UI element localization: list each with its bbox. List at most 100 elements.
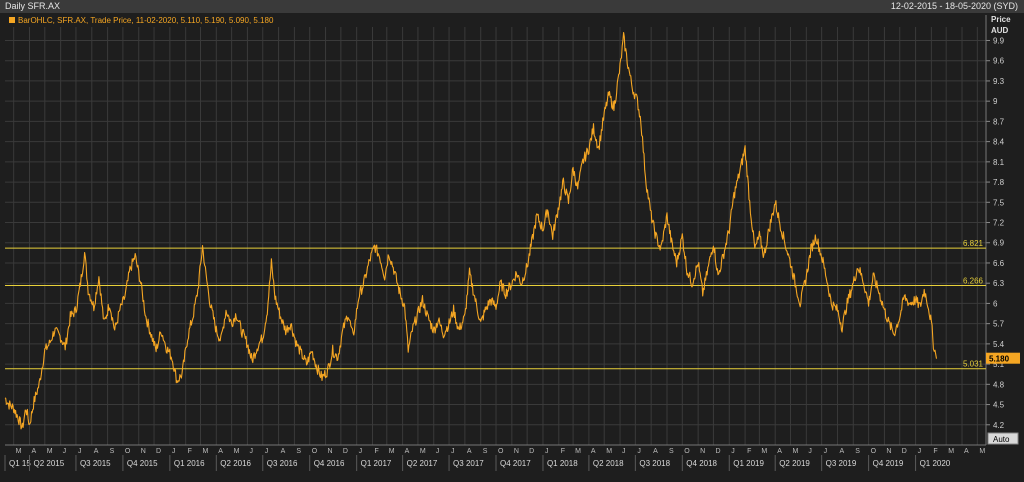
month-tick-label: J: [545, 448, 549, 455]
quarter-label: Q1 2019: [733, 459, 764, 468]
quarter-label: Q4 2017: [500, 459, 531, 468]
auto-scale-button[interactable]: [987, 432, 1019, 445]
series-swatch: [9, 17, 15, 23]
month-tick-label: M: [761, 448, 767, 455]
last-price-label: 5.180: [989, 355, 1010, 364]
month-tick-label: M: [202, 448, 208, 455]
quarter-label: Q1 2016: [174, 459, 205, 468]
month-tick-label: J: [359, 448, 363, 455]
y-tick-label: 8.1: [993, 158, 1005, 167]
y-tick-label: 4.5: [993, 401, 1005, 410]
quarter-label: Q2 2018: [593, 459, 624, 468]
y-tick-label: 9.3: [993, 77, 1005, 86]
quarter-label: Q1 15: [9, 459, 31, 468]
month-tick-label: A: [777, 448, 782, 455]
quarter-label: Q1 2018: [547, 459, 578, 468]
month-tick-label: J: [622, 448, 626, 455]
month-tick-label: A: [467, 448, 472, 455]
quarter-label: Q2 2019: [779, 459, 810, 468]
month-tick-label: S: [855, 448, 860, 455]
month-tick-label: A: [964, 448, 969, 455]
quarter-label: Q3 2019: [826, 459, 857, 468]
month-tick-label: J: [265, 448, 269, 455]
month-tick-label: O: [871, 448, 877, 455]
month-tick-label: M: [948, 448, 954, 455]
y-tick-label: 9.9: [993, 36, 1005, 45]
month-tick-label: J: [731, 448, 735, 455]
quarter-label: Q4 2016: [314, 459, 345, 468]
y-tick-label: 7.5: [993, 198, 1005, 207]
month-tick-label: J: [451, 448, 455, 455]
month-tick-label: N: [141, 448, 146, 455]
quarter-label: Q3 2017: [453, 459, 484, 468]
date-range: 12-02-2015 - 18-05-2020 (SYD): [890, 1, 1018, 11]
month-tick-label: F: [374, 448, 378, 455]
month-tick-label: D: [343, 448, 348, 455]
quarter-label: Q1 2020: [920, 459, 951, 468]
month-tick-label: M: [389, 448, 395, 455]
quarter-label: Q1 2017: [361, 459, 392, 468]
quarter-label: Q3 2016: [267, 459, 298, 468]
plot-area: [5, 27, 986, 445]
month-tick-label: F: [933, 448, 937, 455]
month-tick-label: A: [405, 448, 410, 455]
month-tick-label: M: [47, 448, 53, 455]
month-tick-label: M: [979, 448, 985, 455]
month-tick-label: F: [188, 448, 192, 455]
month-tick-label: J: [436, 448, 440, 455]
quarter-label: Q3 2015: [80, 459, 111, 468]
y-tick-label: 9: [993, 97, 998, 106]
y-tick-label: 8.7: [993, 117, 1005, 126]
month-tick-label: J: [249, 448, 253, 455]
month-tick-label: J: [172, 448, 176, 455]
month-tick-label: O: [125, 448, 131, 455]
y-axis-title: Price: [991, 15, 1011, 24]
month-tick-label: J: [637, 448, 641, 455]
month-tick-label: M: [234, 448, 240, 455]
y-tick-label: 5.1: [993, 360, 1005, 369]
quarter-label: Q4 2019: [873, 459, 904, 468]
month-tick-label: D: [715, 448, 720, 455]
month-tick-label: J: [63, 448, 66, 455]
month-tick-label: S: [296, 448, 301, 455]
title-bar: Daily SFR.AX 12-02-2015 - 18-05-2020 (SY…: [0, 0, 1024, 13]
horizontal-level-label: 5.031: [963, 360, 984, 369]
y-tick-label: 7.2: [993, 219, 1005, 228]
month-tick-label: A: [653, 448, 658, 455]
y-tick-label: 5.4: [993, 340, 1005, 349]
horizontal-level-label: 6.821: [963, 239, 984, 248]
quarter-label: Q2 2015: [33, 459, 64, 468]
quarter-label: Q2 2017: [407, 459, 438, 468]
month-tick-label: M: [793, 448, 799, 455]
y-tick-label: 4.8: [993, 380, 1005, 389]
quarter-label: Q4 2015: [127, 459, 158, 468]
month-tick-label: J: [918, 448, 922, 455]
month-tick-label: N: [514, 448, 519, 455]
y-tick-label: 4.2: [993, 421, 1005, 430]
month-tick-label: A: [839, 448, 844, 455]
month-tick-label: N: [328, 448, 333, 455]
month-tick-label: A: [94, 448, 99, 455]
month-tick-label: A: [31, 448, 36, 455]
quarter-label: Q2 2016: [220, 459, 251, 468]
y-tick-label: 6: [993, 299, 998, 308]
legend-text: BarOHLC, SFR.AX, Trade Price, 11-02-2020…: [18, 16, 274, 25]
last-price-box: [986, 352, 1020, 364]
month-tick-label: J: [78, 448, 82, 455]
quarter-label: Q4 2018: [686, 459, 717, 468]
month-tick-label: D: [529, 448, 534, 455]
month-tick-label: D: [902, 448, 907, 455]
month-tick-label: O: [498, 448, 504, 455]
month-tick-label: M: [420, 448, 426, 455]
month-tick-label: J: [824, 448, 828, 455]
month-tick-label: J: [808, 448, 812, 455]
month-tick-label: N: [700, 448, 705, 455]
auto-scale-label[interactable]: Auto: [993, 435, 1010, 444]
month-tick-label: S: [669, 448, 674, 455]
month-tick-label: O: [312, 448, 318, 455]
y-tick-label: 8.4: [993, 138, 1005, 147]
y-tick-label: 7.8: [993, 178, 1005, 187]
y-tick-label: 5.7: [993, 320, 1005, 329]
